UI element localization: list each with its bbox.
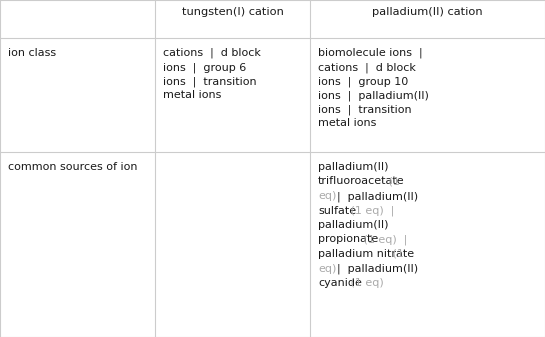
Text: (1: (1 — [385, 177, 399, 186]
Text: (1: (1 — [389, 249, 404, 259]
Text: (1 eq): (1 eq) — [347, 278, 384, 288]
Text: |  palladium(II): | palladium(II) — [330, 264, 419, 274]
Text: palladium(II): palladium(II) — [318, 220, 389, 230]
Text: ion class: ion class — [8, 48, 56, 58]
Text: biomolecule ions  |
cations  |  d block
ions  |  group 10
ions  |  palladium(II): biomolecule ions | cations | d block ion… — [318, 48, 429, 128]
Text: |  palladium(II): | palladium(II) — [330, 191, 419, 202]
Text: propionate: propionate — [318, 235, 378, 245]
Text: cyanide: cyanide — [318, 278, 362, 288]
Text: eq): eq) — [318, 191, 336, 201]
Text: cations  |  d block
ions  |  group 6
ions  |  transition
metal ions: cations | d block ions | group 6 ions | … — [163, 48, 261, 100]
Text: (1 eq)  |: (1 eq) | — [360, 235, 407, 245]
Text: palladium nitrate: palladium nitrate — [318, 249, 414, 259]
Text: common sources of ion: common sources of ion — [8, 162, 137, 172]
Text: eq): eq) — [318, 264, 336, 274]
Text: sulfate: sulfate — [318, 206, 356, 215]
Text: (1 eq)  |: (1 eq) | — [347, 206, 395, 216]
Text: palladium(II) cation: palladium(II) cation — [372, 7, 483, 17]
Text: tungsten(I) cation: tungsten(I) cation — [181, 7, 283, 17]
Text: trifluoroacetate: trifluoroacetate — [318, 177, 404, 186]
Text: palladium(II): palladium(II) — [318, 162, 389, 172]
